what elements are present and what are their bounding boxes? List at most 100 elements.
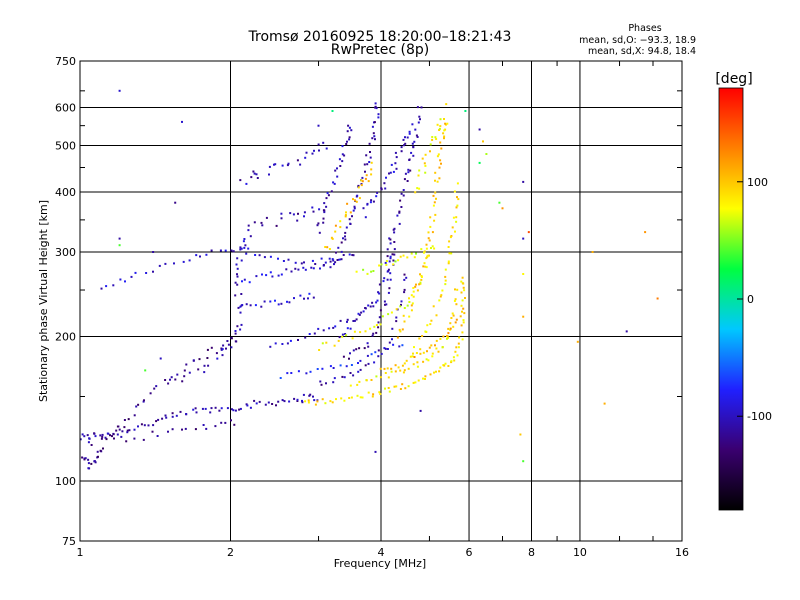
data-point xyxy=(286,300,288,303)
legend-title: Phases xyxy=(628,23,661,34)
data-point xyxy=(389,272,392,275)
data-point xyxy=(277,274,280,277)
data-point xyxy=(454,321,457,324)
data-point xyxy=(359,396,362,399)
data-point xyxy=(401,383,404,386)
data-point xyxy=(329,260,332,263)
data-point xyxy=(203,364,206,367)
data-point xyxy=(299,294,302,297)
data-point xyxy=(375,301,378,304)
data-point xyxy=(364,170,366,173)
data-point xyxy=(478,161,481,164)
data-point xyxy=(447,260,450,263)
data-point xyxy=(412,287,415,289)
data-point xyxy=(404,136,406,139)
data-point xyxy=(297,268,300,271)
data-point xyxy=(201,407,204,410)
data-point xyxy=(380,352,383,355)
data-point xyxy=(399,305,402,308)
data-point xyxy=(325,205,328,208)
data-point xyxy=(308,394,311,397)
data-point xyxy=(309,370,312,373)
data-point xyxy=(357,312,360,315)
data-point xyxy=(296,219,299,222)
data-point xyxy=(337,339,340,342)
data-point xyxy=(255,402,258,405)
data-point xyxy=(400,192,403,195)
data-point xyxy=(224,249,227,252)
data-point xyxy=(333,263,335,266)
data-point xyxy=(381,315,384,318)
data-point xyxy=(429,225,432,228)
data-point xyxy=(387,313,390,316)
data-point xyxy=(522,273,525,275)
data-point xyxy=(409,169,412,172)
data-point xyxy=(379,393,382,395)
data-point xyxy=(205,253,208,256)
data-point xyxy=(316,400,319,403)
data-point xyxy=(455,303,458,306)
data-point xyxy=(432,305,435,308)
data-point xyxy=(371,125,374,128)
data-point xyxy=(395,156,398,159)
data-point xyxy=(398,210,401,213)
data-point xyxy=(392,343,395,346)
data-point xyxy=(260,221,263,224)
x-tick-label: 1 xyxy=(77,546,84,559)
data-point xyxy=(247,247,250,250)
data-point xyxy=(346,140,348,143)
x-tick-label: 8 xyxy=(528,546,535,559)
data-point xyxy=(192,408,195,411)
data-point xyxy=(322,141,325,144)
data-point xyxy=(302,266,305,269)
data-point xyxy=(442,132,445,135)
data-point xyxy=(310,266,313,269)
data-point xyxy=(388,260,391,263)
data-point xyxy=(388,237,391,240)
data-point xyxy=(101,435,104,438)
data-point xyxy=(203,371,206,374)
data-point xyxy=(305,372,308,375)
data-point xyxy=(367,180,370,183)
data-point xyxy=(378,316,381,319)
data-point xyxy=(366,163,369,166)
data-point xyxy=(219,249,222,252)
data-point xyxy=(334,261,337,264)
data-point xyxy=(393,248,396,251)
data-point xyxy=(393,385,396,388)
data-point xyxy=(415,134,418,137)
data-point xyxy=(121,430,124,433)
data-point xyxy=(391,327,394,330)
data-point xyxy=(460,324,463,327)
data-point xyxy=(335,398,337,401)
data-point xyxy=(374,102,377,105)
data-point xyxy=(400,303,402,306)
data-point xyxy=(324,246,327,248)
data-point xyxy=(238,408,241,411)
data-point xyxy=(329,365,332,368)
data-point xyxy=(147,424,150,427)
data-point xyxy=(362,268,365,271)
data-point xyxy=(296,159,299,162)
data-point xyxy=(370,379,373,381)
data-point xyxy=(444,362,447,365)
data-point xyxy=(355,348,358,351)
data-point xyxy=(86,434,89,437)
data-point xyxy=(413,346,415,349)
data-point xyxy=(394,364,397,367)
data-point xyxy=(317,143,320,146)
data-point xyxy=(449,322,452,325)
data-point xyxy=(142,400,145,403)
data-point xyxy=(240,323,243,326)
data-point xyxy=(418,187,421,190)
data-point xyxy=(411,142,414,145)
data-point xyxy=(355,318,358,321)
data-point xyxy=(152,424,155,427)
data-point xyxy=(378,264,381,267)
data-point xyxy=(434,171,437,174)
data-point xyxy=(338,336,341,339)
data-point xyxy=(390,370,393,373)
data-point xyxy=(123,426,126,429)
data-point xyxy=(447,246,450,248)
data-point xyxy=(239,328,242,331)
